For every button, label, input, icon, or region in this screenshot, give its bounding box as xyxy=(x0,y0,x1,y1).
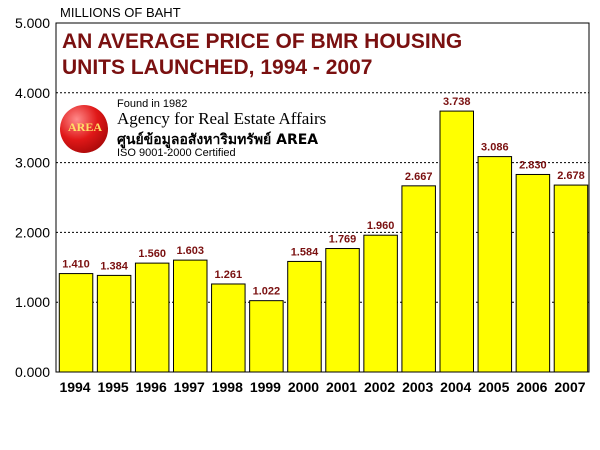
value-label: 1.769 xyxy=(329,234,357,246)
x-tick-label: 2003 xyxy=(402,379,433,395)
y-axis-unit-label: MILLIONS OF BAHT xyxy=(60,5,181,20)
value-label: 2.667 xyxy=(405,171,433,183)
chart-title-line2: UNITS LAUNCHED, 1994 - 2007 xyxy=(62,56,373,79)
value-label: 2.830 xyxy=(519,159,547,171)
area-logo: AREA Found in 1982 Agency for Real Estat… xyxy=(57,98,357,162)
bar xyxy=(439,110,475,373)
value-label: 1.261 xyxy=(215,269,243,281)
value-label: 1.022 xyxy=(253,286,281,298)
bar xyxy=(172,259,208,373)
chart-title-line1: AN AVERAGE PRICE OF BMR HOUSING xyxy=(62,30,463,53)
bar xyxy=(515,173,551,373)
x-tick-label: 2005 xyxy=(478,379,509,395)
bar xyxy=(401,185,436,373)
x-tick-label: 2002 xyxy=(364,379,395,395)
bar xyxy=(58,273,94,373)
bar xyxy=(134,262,170,373)
bar xyxy=(211,283,246,373)
value-label: 1.603 xyxy=(176,245,204,257)
x-tick-label: 2007 xyxy=(554,379,585,395)
x-axis-labels: 1994 1995 1996 1997 1998 1999 2000 2001 2002 2003… xyxy=(59,379,585,395)
bar xyxy=(553,184,589,373)
value-labels: 1.410 1.384 1.560 1.603 1.261 1.022 1.584 1.769… xyxy=(62,96,584,298)
value-label: 1.584 xyxy=(291,246,319,258)
x-tick-label: 2006 xyxy=(516,379,547,395)
y-tick-label: 4.000 xyxy=(15,85,50,101)
logo-agency-name: Agency for Real Estate Affairs xyxy=(117,109,327,128)
x-tick-label: 1998 xyxy=(212,379,243,395)
bar xyxy=(287,260,322,373)
logo-founded: Found in 1982 xyxy=(117,98,188,110)
bar xyxy=(477,156,513,373)
y-axis-ticks: 0.000 1.000 2.000 3.000 4.000 5.000 xyxy=(15,15,50,380)
bar xyxy=(249,300,284,373)
y-tick-label: 2.000 xyxy=(15,224,50,240)
bar xyxy=(363,234,398,373)
area-emblem-icon xyxy=(60,105,108,153)
logo-certification: ISO 9001-2000 Certified xyxy=(117,147,236,159)
x-tick-label: 1996 xyxy=(136,379,167,395)
bar xyxy=(325,248,360,373)
x-tick-label: 1999 xyxy=(250,379,281,395)
x-tick-label: 2000 xyxy=(288,379,319,395)
y-tick-label: 1.000 xyxy=(15,294,50,310)
y-tick-label: 0.000 xyxy=(15,364,50,380)
x-tick-label: 1995 xyxy=(98,379,129,395)
value-label: 3.086 xyxy=(481,142,509,154)
value-label: 1.560 xyxy=(138,248,166,260)
plot-frame xyxy=(55,22,590,373)
y-tick-label: 3.000 xyxy=(15,155,50,171)
value-label: 1.384 xyxy=(100,260,128,272)
logo-thai-name: ศูนย์ข้อมูลอสังหาริมทรัพย์ AREA xyxy=(117,132,319,148)
value-label: 2.678 xyxy=(557,170,585,182)
bar xyxy=(96,274,132,373)
area-emblem-text: AREA xyxy=(67,120,102,134)
axes xyxy=(55,22,590,373)
bars xyxy=(58,110,589,373)
value-label: 3.738 xyxy=(443,96,471,108)
value-label: 1.960 xyxy=(367,220,395,232)
x-tick-label: 1994 xyxy=(59,379,90,395)
x-tick-label: 2001 xyxy=(326,379,357,395)
x-tick-label: 1997 xyxy=(174,379,205,395)
x-tick-label: 2004 xyxy=(440,379,471,395)
y-tick-label: 5.000 xyxy=(15,15,50,31)
value-label: 1.410 xyxy=(62,259,90,271)
